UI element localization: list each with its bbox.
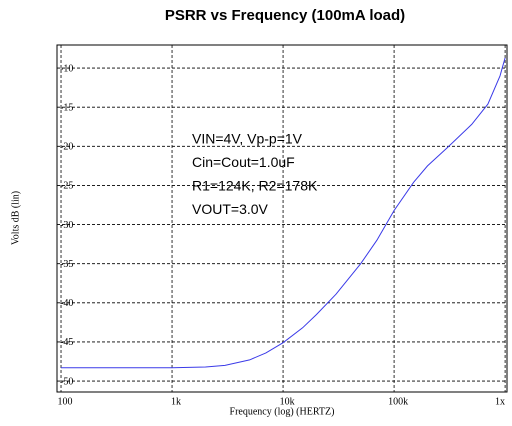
y-tick-label: -50 [60, 376, 73, 387]
annotation: R1=124K, R2=178K [192, 178, 318, 194]
chart-title: PSRR vs Frequency (100mA load) [165, 7, 405, 24]
y-tick-label: -25 [60, 181, 73, 192]
y-tick-label: -45 [60, 337, 73, 348]
plot-frame [56, 44, 508, 393]
y-tick-label: -15 [60, 102, 73, 113]
annotation: Cin=Cout=1.0uF [192, 154, 295, 170]
y-tick-label: -30 [60, 220, 73, 231]
annotation: VOUT=3.0V [192, 201, 269, 217]
y-tick-label: -20 [60, 142, 73, 153]
data-line [61, 57, 506, 369]
x-tick-label: 1x [495, 396, 505, 407]
x-axis-label: Frequency (log) (HERTZ) [230, 406, 335, 417]
annotation: VIN=4V, Vp-p=1V [192, 131, 303, 147]
y-tick-label: -35 [60, 259, 73, 270]
x-tick-label: 1k [171, 396, 181, 407]
y-axis-label: Volts dB (lin) [10, 191, 21, 245]
x-tick-label: 10k [280, 396, 295, 407]
y-tick-label: -40 [60, 298, 73, 309]
x-tick-label: 100 [58, 396, 73, 407]
y-tick-label: -10 [60, 63, 73, 74]
x-tick-label: 100k [388, 396, 408, 407]
